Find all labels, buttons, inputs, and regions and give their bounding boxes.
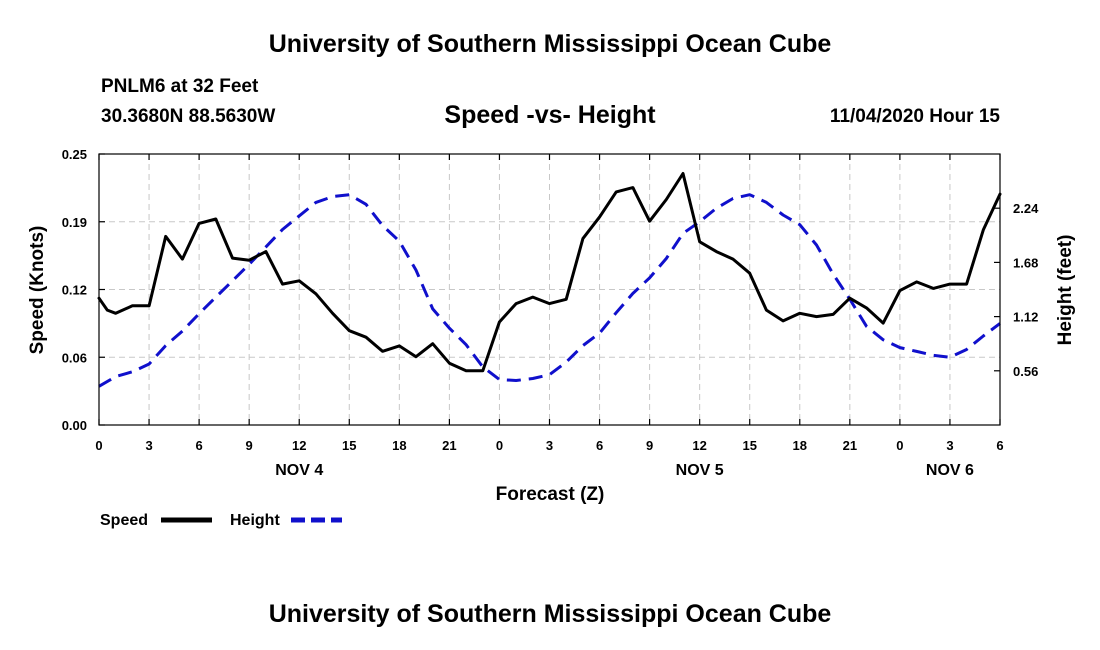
series-layer: [97, 172, 1002, 388]
station-name: PNLM6 at 32 Feet: [101, 76, 259, 97]
x-tick-label: 12: [292, 438, 306, 453]
x-tick-label: 0: [896, 438, 903, 453]
x-tick-label: 15: [742, 438, 756, 453]
x-tick-label: 3: [546, 438, 553, 453]
chart-subtitle: Speed -vs- Height: [444, 101, 656, 129]
chart-title-bottom: University of Southern Mississippi Ocean…: [268, 600, 832, 628]
station-coordinates: 30.3680N 88.5630W: [101, 106, 276, 127]
x-tick-label: 3: [145, 438, 152, 453]
grid-lines: [99, 154, 1000, 425]
legend: Speed Height: [100, 512, 342, 529]
y-left-tick-label: 0.25: [62, 147, 87, 162]
y-left-tick-label: 0.06: [62, 350, 87, 365]
x-axis-label: Forecast (Z): [496, 484, 605, 505]
series-speed-line: [97, 172, 1002, 373]
x-tick-label: 9: [246, 438, 253, 453]
x-tick-label: 6: [996, 438, 1003, 453]
x-tick-label: 0: [496, 438, 503, 453]
y-left-tick-label: 0.12: [62, 283, 87, 298]
axis-labels: 0 3 6 9 12 15 18 21 0 3 6 9 12 15 18 21 0 3 6 NOV 4 NOV 5 NOV…: [62, 147, 1039, 479]
y-axis-label-left: Speed (Knots): [27, 226, 48, 355]
x-day-label: NOV 6: [926, 462, 974, 479]
y-right-tick-label: 0.56: [1013, 364, 1038, 379]
x-tick-label: 18: [392, 438, 406, 453]
x-tick-label: 12: [692, 438, 706, 453]
x-tick-label: 18: [793, 438, 807, 453]
y-axis-label-right: Height (feet): [1055, 235, 1076, 346]
x-tick-label: 6: [195, 438, 202, 453]
x-tick-label: 6: [596, 438, 603, 453]
y-left-tick-label: 0.19: [62, 215, 87, 230]
y-left-tick-label: 0.00: [62, 418, 87, 433]
legend-height-label: Height: [230, 512, 280, 529]
x-tick-label: 3: [946, 438, 953, 453]
x-tick-label: 15: [342, 438, 356, 453]
x-tick-label: 21: [843, 438, 857, 453]
legend-speed-label: Speed: [100, 512, 148, 529]
chart-title-top: University of Southern Mississippi Ocean…: [268, 30, 832, 58]
x-tick-label: 9: [646, 438, 653, 453]
y-right-tick-label: 1.12: [1013, 310, 1038, 325]
x-day-label: NOV 4: [275, 462, 323, 479]
x-tick-label: 21: [442, 438, 456, 453]
x-tick-label: 0: [95, 438, 102, 453]
forecast-datestamp: 11/04/2020 Hour 15: [829, 106, 1000, 127]
y-right-tick-label: 1.68: [1013, 255, 1038, 270]
x-day-label: NOV 5: [676, 462, 724, 479]
y-right-tick-label: 2.24: [1013, 201, 1039, 216]
axis-ticks: [98, 153, 1001, 426]
